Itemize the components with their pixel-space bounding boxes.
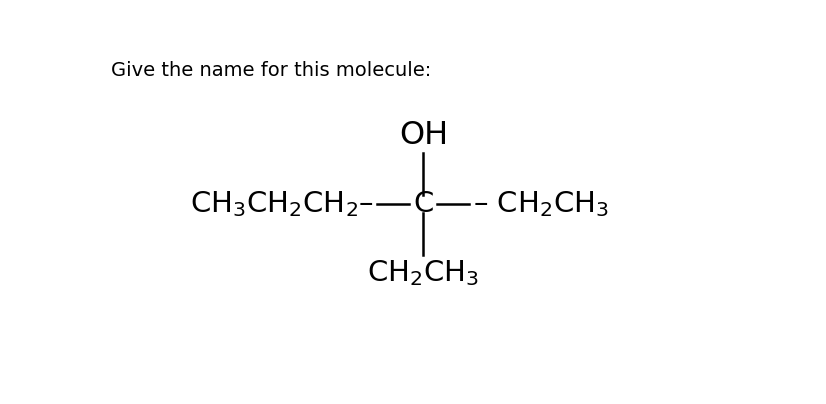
Text: CH$_{2}$CH$_{3}$: CH$_{2}$CH$_{3}$ bbox=[368, 259, 479, 288]
Text: – CH$_{2}$CH$_{3}$: – CH$_{2}$CH$_{3}$ bbox=[472, 189, 609, 219]
Text: CH$_{3}$CH$_{2}$CH$_{2}$–: CH$_{3}$CH$_{2}$CH$_{2}$– bbox=[190, 189, 374, 219]
Text: OH: OH bbox=[399, 120, 448, 151]
Text: Give the name for this molecule:: Give the name for this molecule: bbox=[111, 61, 431, 80]
Text: C: C bbox=[413, 190, 434, 218]
